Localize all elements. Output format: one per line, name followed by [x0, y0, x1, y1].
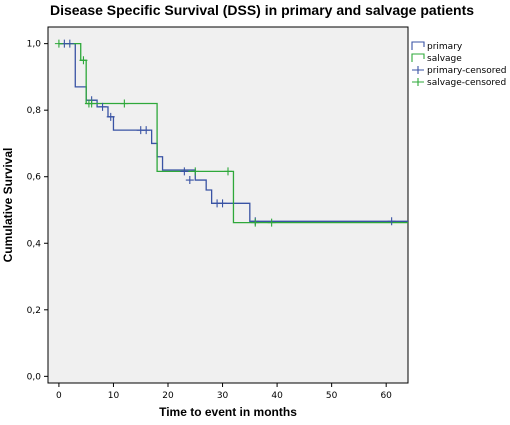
y-tick-label: 0,4 [27, 239, 42, 249]
primary-censored-legend-label: primary-censored [427, 66, 506, 76]
x-tick-label: 20 [162, 391, 174, 401]
salvage-legend-label: salvage [427, 54, 462, 64]
x-tick-label: 10 [108, 391, 120, 401]
salvage-censored-mark [87, 99, 96, 108]
x-axis-label: Time to event in months [159, 405, 297, 419]
axis-ticks: 0 10 20 30 40 50 60 0,0 0,2 0,4 0,6 0,8 1,0 [27, 40, 393, 401]
plot-area [47, 26, 409, 384]
salvage-censored-mark [54, 39, 63, 48]
salvage-censored-mark [191, 167, 200, 176]
primary-censored-mark [387, 217, 396, 226]
salvage-censored-legend-label: salvage-censored [427, 78, 506, 88]
legend: primary salvage primary-censored salvage-ce… [411, 41, 506, 88]
salvage-censored-mark [267, 218, 276, 227]
primary-censored-mark [106, 112, 115, 121]
censor-layer [54, 39, 396, 227]
primary-censored-mark [142, 126, 151, 135]
x-tick-label: 40 [271, 391, 283, 401]
x-tick-label: 30 [217, 391, 229, 401]
salvage-censored-mark [79, 56, 88, 65]
primary-censored-mark [65, 39, 74, 48]
y-tick-label: 1,0 [27, 40, 42, 50]
y-axis-label: Cumulative Survival [1, 148, 15, 263]
salvage-legend-symbol [411, 53, 425, 62]
salvage-censored-mark [251, 218, 260, 227]
salvage-censored-legend-symbol [412, 78, 424, 86]
y-tick-label: 0,0 [27, 372, 42, 382]
salvage-censored-mark [224, 167, 232, 176]
salvage-censored-mark [120, 99, 129, 108]
primary-censored-mark [185, 176, 194, 185]
x-tick-label: 50 [326, 391, 338, 401]
primary-legend-symbol [411, 41, 425, 50]
primary-censored-legend-symbol [412, 66, 424, 74]
primary-censored-mark [218, 199, 227, 208]
y-tick-label: 0,6 [27, 173, 42, 183]
y-tick-label: 0,8 [27, 106, 42, 116]
x-tick-label: 60 [380, 391, 392, 401]
primary-censored-mark [98, 102, 107, 111]
x-tick-label: 0 [56, 391, 62, 401]
primary-censored-mark [180, 167, 189, 176]
y-tick-label: 0,2 [27, 306, 41, 316]
primary-legend-label: primary [427, 42, 463, 52]
chart-title: Disease Specific Survival (DSS) in prima… [50, 2, 474, 18]
